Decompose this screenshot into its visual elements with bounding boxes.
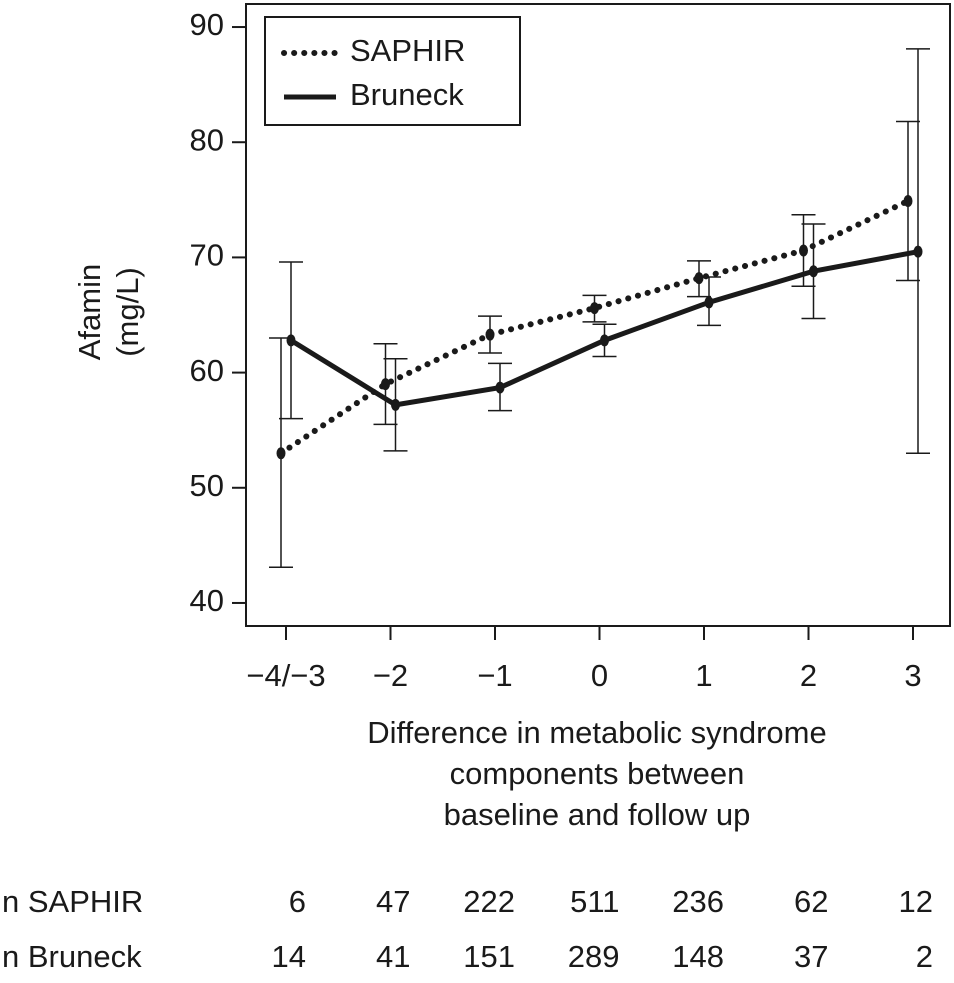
data-point [495,381,505,394]
n-count: 289 [568,939,620,974]
y-axis-label: Afamin [72,264,107,360]
n-count: 6 [289,884,306,919]
x-tick-label: 1 [695,658,712,693]
x-axis-label: components between [450,756,745,791]
data-point [903,194,913,207]
y-tick-label: 90 [190,7,224,42]
data-point [704,296,714,309]
n-count: 236 [672,884,724,919]
data-point [913,245,923,258]
data-point [600,334,609,347]
n-row-label: n SAPHIR [2,884,143,919]
y-tick-label: 60 [190,353,224,388]
y-axis-label: (mg/L) [110,267,145,357]
n-count: 222 [463,884,515,919]
x-tick-label: −2 [373,658,408,693]
legend-label: Bruneck [350,77,464,112]
n-count: 12 [899,884,933,919]
n-count: 511 [570,884,619,919]
x-tick-label: 3 [904,658,921,693]
data-point [485,328,495,341]
n-row-label: n Bruneck [2,939,142,974]
n-count: 14 [272,939,306,974]
n-count: 37 [794,939,828,974]
x-axis-label: baseline and follow up [444,797,751,832]
n-count: 62 [794,884,828,919]
x-axis-label: Difference in metabolic syndrome [367,715,826,750]
data-point [381,378,390,391]
x-tick-label: 0 [591,658,608,693]
legend-label: SAPHIR [350,33,465,68]
data-point [590,302,599,315]
data-point [391,398,400,411]
x-tick-label: −1 [477,658,512,693]
n-count: 151 [463,939,515,974]
y-tick-label: 50 [190,468,224,503]
y-tick-label: 40 [190,583,224,618]
data-point [809,265,818,278]
data-point [276,447,286,460]
y-tick-label: 70 [190,238,224,273]
y-tick-label: 80 [190,122,224,157]
x-tick-label: 2 [800,658,817,693]
x-tick-label: −4/−3 [246,658,325,693]
n-count: 148 [672,939,724,974]
data-point [694,272,704,285]
legend-box [264,16,521,126]
plot-frame [245,3,951,627]
data-point [799,244,808,257]
n-count: 41 [376,939,410,974]
n-count: 2 [916,939,933,974]
n-count: 47 [376,884,410,919]
data-point [286,334,296,347]
